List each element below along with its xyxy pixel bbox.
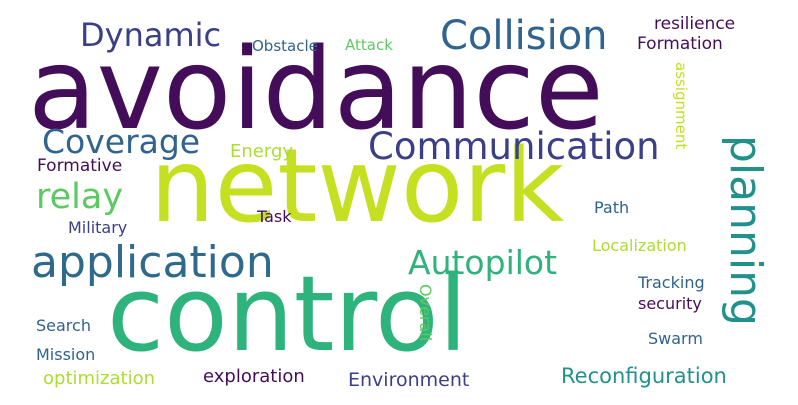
word-coverage: Coverage bbox=[42, 122, 201, 161]
word-autopilot: Autopilot bbox=[408, 243, 558, 282]
word-overall: Overall bbox=[416, 284, 435, 342]
word-network: network bbox=[150, 127, 565, 246]
word-reconfiguration: Reconfiguration bbox=[561, 364, 727, 388]
word-environment: Environment bbox=[348, 369, 470, 391]
word-communication: Communication bbox=[368, 125, 660, 168]
word-formative: Formative bbox=[37, 156, 123, 176]
word-task: Task bbox=[257, 207, 292, 226]
word-localization: Localization bbox=[592, 236, 687, 255]
word-exploration: exploration bbox=[203, 366, 305, 387]
word-military: Military bbox=[68, 218, 128, 237]
word-control: control bbox=[107, 253, 468, 375]
word-relay: relay bbox=[36, 177, 124, 217]
word-security: security bbox=[638, 294, 702, 313]
word-mission: Mission bbox=[36, 345, 96, 364]
word-path: Path bbox=[594, 198, 630, 217]
word-tracking: Tracking bbox=[638, 273, 705, 292]
word-optimization: optimization bbox=[43, 368, 155, 389]
word-application: application bbox=[31, 237, 274, 288]
word-attack: Attack bbox=[345, 36, 393, 54]
word-planning: planning bbox=[720, 135, 771, 326]
word-search: Search bbox=[36, 316, 91, 335]
word-collision: Collision bbox=[440, 13, 608, 59]
word-avoidance: avoidance bbox=[28, 25, 604, 155]
word-assignment: assignment bbox=[672, 62, 690, 150]
word-dynamic: Dynamic bbox=[80, 16, 222, 54]
word-resilience: resilience bbox=[654, 14, 736, 34]
word-obstacle: Obstacle bbox=[252, 37, 318, 55]
word-energy: Energy bbox=[230, 141, 294, 162]
word-swarm: Swarm bbox=[648, 329, 703, 348]
word-formation: Formation bbox=[637, 34, 723, 54]
